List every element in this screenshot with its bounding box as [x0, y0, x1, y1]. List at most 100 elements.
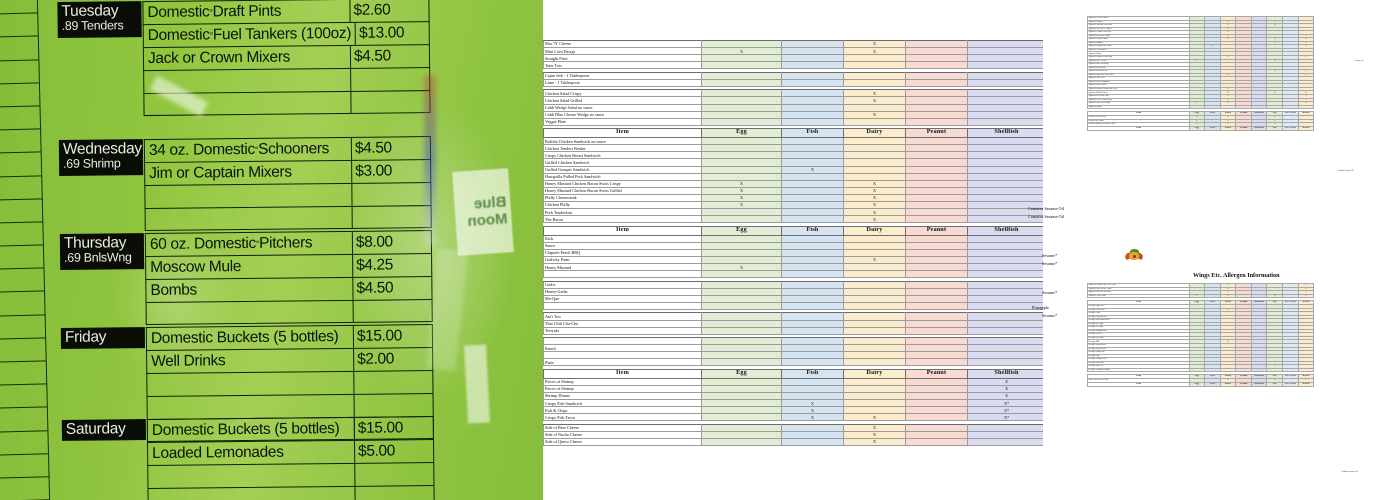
allergen-cell-peanut	[905, 241, 968, 250]
allergen-cell-peanut	[905, 384, 968, 394]
day-name: Friday	[64, 328, 107, 346]
allergen-cell-peanut	[905, 301, 968, 311]
header-fish: Fish	[781, 368, 844, 379]
allergen-cell-dairy: X	[843, 47, 906, 56]
day-food-special: .69 Shrimp	[63, 156, 121, 172]
allergen-cell-shellfish	[967, 151, 1043, 160]
preview-header-dairy: Dairy	[1219, 125, 1237, 132]
allergen-cell-fish: X	[781, 399, 844, 408]
allergen-cell-egg	[701, 117, 782, 126]
spacer-cell	[543, 277, 1043, 282]
preview-page-2[interactable]: Appetizers Cheddar Chips / Beer Cheese X X…	[1087, 283, 1315, 388]
allergen-cell-egg	[701, 438, 782, 447]
preview-row: Appetizers American Cheese Bites X X	[1087, 23, 1315, 28]
menu-item-description: Jack or Crown Mixers	[147, 48, 291, 68]
preview-header-item: Item	[1087, 381, 1190, 388]
drink-specials-board: Tuesday .89 Tenders Domestic ° Draft Pints $…	[57, 0, 435, 500]
allergen-cell-dairy	[843, 270, 906, 279]
preview-header-item: Item	[1087, 125, 1190, 132]
allergen-cell-shellfish	[967, 103, 1043, 112]
menu-item-price	[353, 371, 433, 394]
allergen-cell-dairy: X	[843, 186, 906, 195]
allergen-cell-peanut	[905, 319, 968, 328]
allergen-row: TeriyakiX	[543, 326, 1043, 335]
allergen-cell-shellfish	[967, 201, 1043, 210]
preview-row: Appetizers Southwest Onion Rings X X	[1087, 55, 1315, 60]
allergen-cell-fish	[781, 117, 844, 126]
allergen-item-name: Fish & Chips	[543, 406, 702, 415]
allergen-cell-peanut	[905, 438, 968, 447]
allergen-item-name: Grilled Chicken Sandwich	[543, 158, 702, 167]
allergen-item-name: Crispy Fish Sandwich	[543, 399, 702, 408]
allergen-row: Sauce	[543, 241, 1043, 250]
preview-header-fish: Fish	[1204, 381, 1221, 388]
allergen-cell-peanut	[905, 270, 968, 279]
menu-item-description	[147, 301, 353, 324]
header-shellfish: Shellfish	[967, 225, 1043, 236]
preview-spacer-cell	[1087, 108, 1314, 112]
allergen-item-name: Honey-Garlic	[543, 287, 702, 296]
allergen-cell-peanut	[905, 78, 968, 87]
allergen-cell-dairy	[843, 377, 906, 386]
allergen-cell-egg	[701, 241, 782, 250]
preview-header-soy: Soy	[1266, 125, 1284, 132]
menu-item-price: $2.00	[353, 348, 433, 371]
allergen-cell-egg	[701, 208, 782, 217]
beer-can-reflection: Blue Moon	[452, 168, 514, 256]
allergen-row: Pork TenderloinXXX	[543, 208, 1043, 217]
allergen-cell-egg	[701, 287, 782, 296]
allergen-cell-dairy	[843, 326, 906, 335]
allergen-cell-dairy: X	[843, 438, 906, 447]
allergen-row: Chicken PhillyXXXX	[543, 201, 1043, 210]
allergen-cell-shellfish	[967, 110, 1043, 119]
allergen-cell-dairy	[843, 344, 906, 353]
menu-row: Bombs $4.50	[145, 276, 433, 303]
menu-row: Jack or Crown Mixers $4.50	[142, 44, 431, 71]
allergen-cell-egg	[701, 280, 782, 289]
blank-row	[0, 82, 41, 107]
allergen-cell-dairy	[843, 351, 906, 360]
allergen-row: Pieces of ShrimpXXX	[543, 377, 1043, 386]
allergen-item-name: Plain	[543, 358, 702, 367]
allergen-cell-shellfish	[967, 287, 1043, 296]
allergen-cell-dairy	[843, 301, 906, 311]
allergen-side-note: Contains Sesame Oil	[1028, 214, 1065, 219]
allergen-item-name: Shrimp Dinner	[543, 392, 702, 401]
allergen-item-name: Crispy Chicken Breast Sandwich	[543, 151, 702, 160]
blank-row	[0, 174, 43, 200]
allergen-row: Straight FriesX*	[543, 54, 1043, 63]
document-preview-panel[interactable]: Appetizers 3 Pieces of Bacon Appetizers A…	[1085, 0, 1400, 500]
preview-row: Beverages Tropicana Lemonade	[1087, 367, 1315, 373]
allergen-row: Mini Corn DawgsXXXX	[543, 47, 1043, 56]
day-label-friday: Friday	[60, 327, 146, 349]
header-item: Item	[543, 225, 702, 236]
allergen-cell-peanut	[905, 392, 968, 401]
menu-row	[146, 370, 434, 397]
blank-row	[0, 476, 51, 500]
menu-item-price: $4.25	[352, 254, 432, 277]
spacer-row	[543, 222, 1043, 227]
preview-page-1-note: Sesame oil	[1355, 60, 1364, 62]
allergen-cell-dairy: X	[843, 201, 906, 210]
allergen-item-name: Tater Tots	[543, 61, 702, 70]
preview-page-1[interactable]: Appetizers 3 Pieces of Bacon Appetizers A…	[1087, 16, 1315, 132]
allergen-item-name: Cajun Jerk - 1 Tablespoon	[543, 71, 702, 80]
allergen-cell-egg: X	[701, 263, 782, 272]
preview-row: Beverages Pepsi	[1087, 353, 1315, 359]
allergen-cell-fish	[781, 294, 844, 303]
allergen-cell-dairy	[843, 399, 906, 408]
blank-row	[0, 128, 42, 153]
preview-header-item: Item	[1087, 299, 1190, 306]
header-peanut: Peanut	[905, 225, 968, 236]
header-peanut: Peanut	[905, 368, 968, 379]
allergen-cell-fish	[781, 215, 844, 224]
allergen-cell-dairy	[843, 287, 906, 296]
menu-item-price: $5.00	[354, 440, 434, 463]
allergen-cell-dairy	[843, 78, 906, 87]
preview-row: Beverages Cranberry Juice	[1087, 314, 1315, 320]
allergen-cell-dairy	[843, 312, 906, 321]
preview-row: Appetizers Fried Pickle Wedges X X	[1087, 33, 1315, 39]
